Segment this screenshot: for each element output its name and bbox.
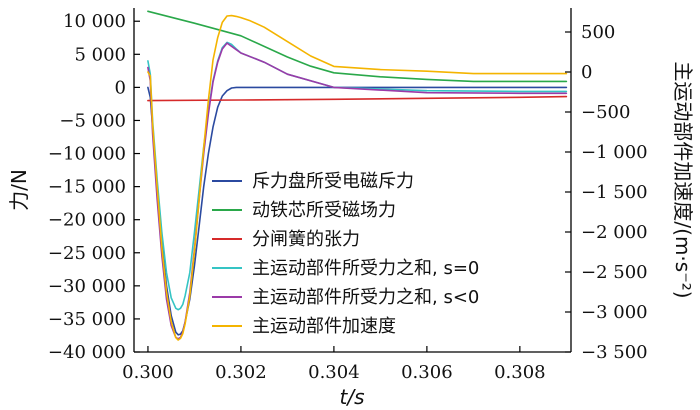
y-left-tick-label: −25 000 (48, 243, 126, 264)
series-line-2 (147, 10, 568, 83)
y-left-tick-label: −10 000 (48, 144, 126, 165)
y-right-tick-label: −2 500 (581, 262, 648, 283)
series-line-3 (147, 95, 568, 102)
legend-label-5: 主运动部件所受力之和, s<0 (252, 287, 479, 308)
y-left-tick-label: 0 (115, 77, 126, 98)
y-left-tick-label: −15 000 (48, 177, 126, 198)
x-tick-label: 0.308 (494, 362, 546, 383)
y-right-tick-label: −2 000 (581, 222, 648, 243)
right-y-axis-title: 主运动部件加速度/(m·s⁻²) (671, 61, 695, 298)
legend-label-6: 主运动部件加速度 (252, 316, 396, 337)
x-tick-label: 0.306 (401, 362, 453, 383)
y-right-tick-label: 500 (581, 22, 615, 43)
y-left-tick-label: −5 000 (59, 110, 126, 131)
y-right-tick-label: 0 (581, 62, 592, 83)
legend-label-3: 分闸簧的张力 (252, 229, 360, 250)
y-right-tick-label: −500 (581, 102, 630, 123)
legend-label-1: 斥力盘所受电磁斥力 (252, 171, 414, 192)
left-y-axis-title: 力/N (7, 169, 31, 211)
y-left-tick-label: −30 000 (48, 276, 126, 297)
x-tick-label: 0.302 (215, 362, 267, 383)
y-right-tick-label: −3 000 (581, 302, 648, 323)
series-layer (147, 10, 568, 341)
legend-label-2: 动铁芯所受磁场力 (252, 200, 396, 221)
y-left-tick-label: −20 000 (48, 210, 126, 231)
y-right-tick-label: −1 500 (581, 182, 648, 203)
ticks-layer: 0.300 0.302 0.304 0.306 0.308 10 000 5 000 0 −5 … (48, 11, 648, 383)
y-right-tick-label: −1 000 (581, 142, 648, 163)
x-axis-title: t/s (340, 385, 365, 409)
y-left-tick-label: −35 000 (48, 309, 126, 330)
y-left-tick-label: 5 000 (74, 44, 126, 65)
axes-layer (133, 8, 572, 353)
legend-label-4: 主运动部件所受力之和, s=0 (252, 258, 479, 279)
y-left-tick-label: 10 000 (63, 11, 126, 32)
series-line-6 (147, 14, 568, 341)
x-tick-label: 0.304 (308, 362, 360, 383)
y-left-tick-label: −40 000 (48, 342, 126, 363)
y-right-tick-label: −3 500 (581, 342, 648, 363)
x-tick-label: 0.300 (122, 362, 174, 383)
